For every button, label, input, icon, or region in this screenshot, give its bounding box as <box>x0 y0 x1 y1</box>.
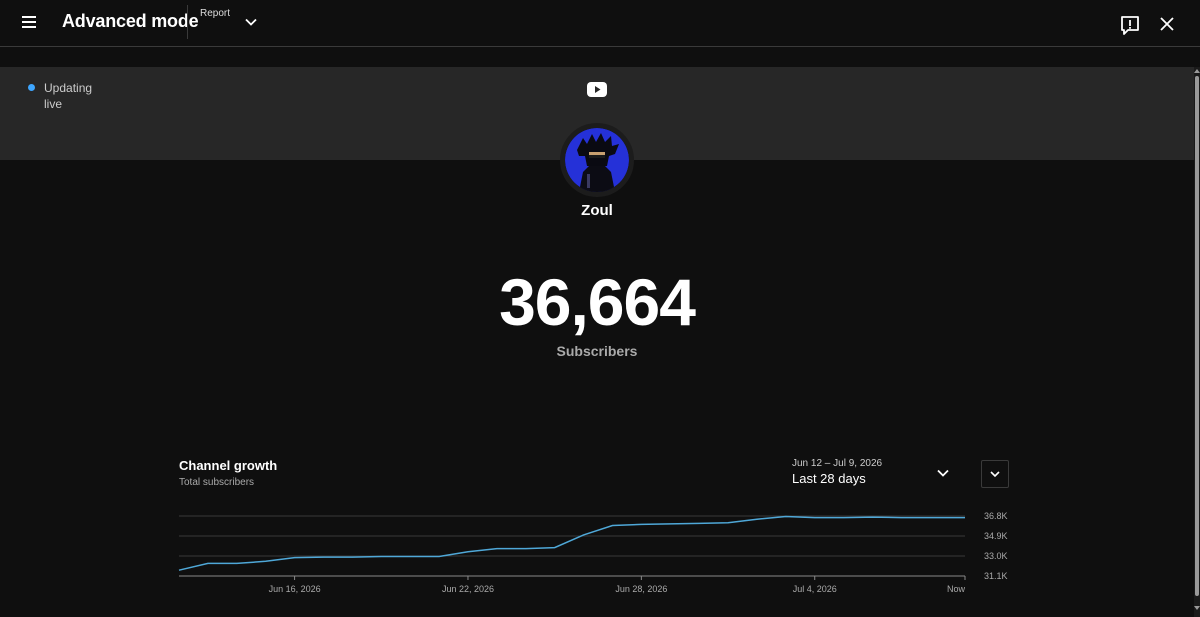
avatar <box>560 123 634 197</box>
subscriber-label: Subscribers <box>556 343 638 359</box>
youtube-icon <box>587 82 607 97</box>
x-tick-label: Jun 28, 2026 <box>615 584 667 594</box>
close-icon[interactable] <box>1156 13 1178 35</box>
x-tick-label: Now <box>947 584 966 594</box>
page-title: Advanced mode <box>62 11 199 31</box>
growth-title: Channel growth <box>179 458 278 473</box>
report-label[interactable]: Report <box>200 8 231 19</box>
live-status: Updating live <box>44 80 104 112</box>
y-tick-label: 36.8K <box>984 511 1008 521</box>
live-indicator-dot <box>28 84 35 91</box>
feedback-icon[interactable] <box>1118 13 1142 37</box>
scrollbar-thumb[interactable] <box>1195 76 1199 596</box>
range-chevron-icon[interactable] <box>933 463 953 483</box>
growth-subtitle: Total subscribers <box>179 477 255 488</box>
date-range: Jun 12 – Jul 9, 2026 <box>792 458 883 469</box>
x-tick-label: Jun 22, 2026 <box>442 584 494 594</box>
chevron-down-icon <box>990 471 1000 478</box>
y-tick-label: 31.1K <box>984 571 1008 581</box>
live-status-line1: Updating <box>44 81 93 95</box>
live-status-line2: live <box>44 97 63 111</box>
menu-icon[interactable] <box>19 12 41 34</box>
x-tick-label: Jun 16, 2026 <box>269 584 321 594</box>
y-tick-label: 33.0K <box>984 551 1008 561</box>
series-line <box>178 515 965 571</box>
y-tick-label: 34.9K <box>984 531 1008 541</box>
title-divider <box>187 5 188 39</box>
top-bar: Advanced mode Report <box>0 0 1200 47</box>
x-tick-label: Jul 4, 2026 <box>793 584 837 594</box>
scroll-down-arrow-icon[interactable] <box>1194 604 1200 612</box>
channel-name: Zoul <box>581 202 613 219</box>
range-label[interactable]: Last 28 days <box>792 471 866 486</box>
scroll-up-arrow-icon[interactable] <box>1194 67 1200 75</box>
subscriber-count: 36,664 <box>499 265 696 339</box>
chevron-down-icon[interactable] <box>242 13 260 31</box>
chart-toggle-button[interactable] <box>981 460 1009 488</box>
